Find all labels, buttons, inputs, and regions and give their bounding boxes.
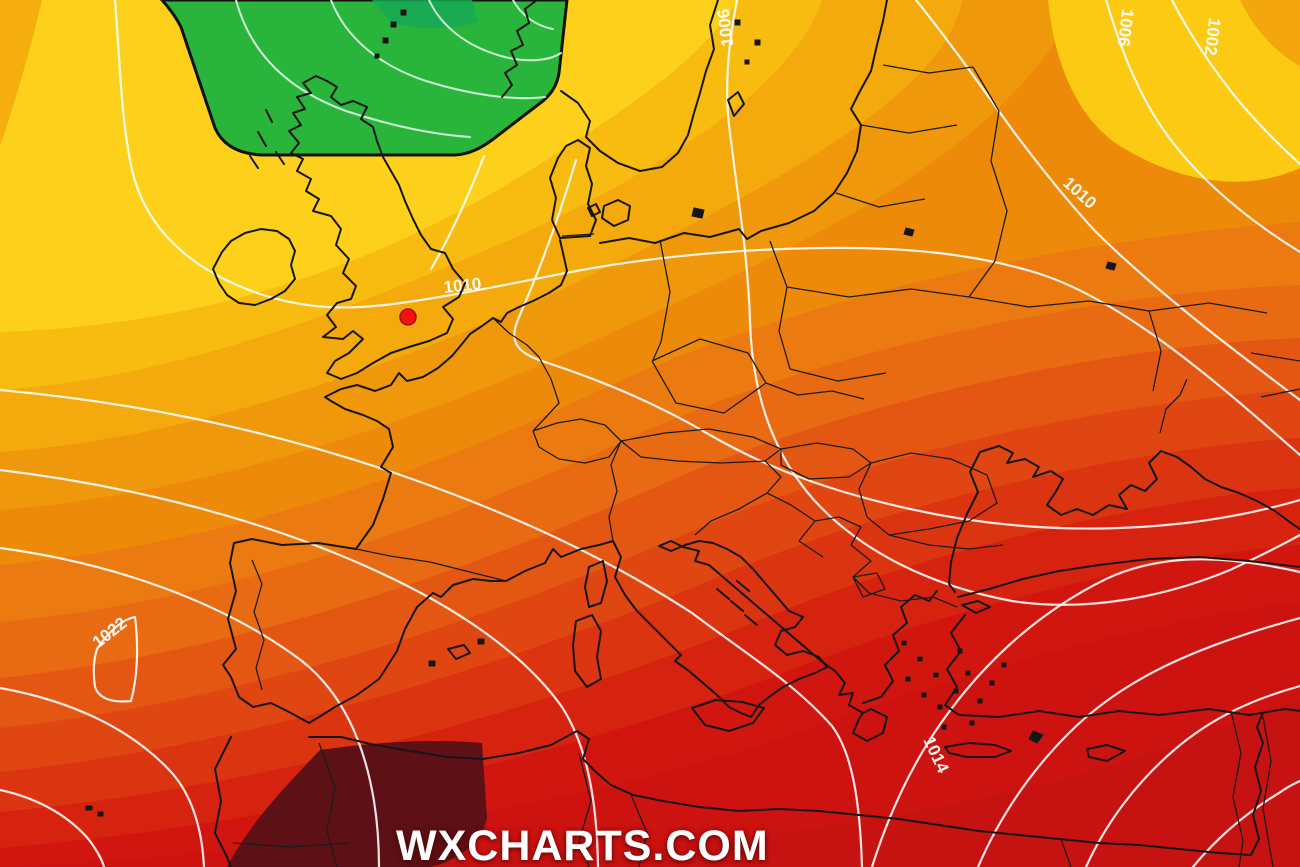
- isobar-label: 1006: [714, 8, 737, 48]
- cold-anomaly-core: [372, 0, 478, 29]
- coastlines: [212, 0, 1300, 867]
- isobar-label: 1002: [1201, 17, 1224, 57]
- isobar-label: 1010: [443, 274, 483, 297]
- small-islands: [85, 9, 1117, 817]
- country-borders: [232, 64, 1300, 867]
- watermark-text: WXCHARTS.COM: [396, 822, 769, 867]
- isobar-label: 1006: [1114, 8, 1137, 48]
- hottest-anomaly-region: [227, 741, 487, 867]
- location-marker-dot: [399, 308, 417, 326]
- cold-anomaly-region: [159, 0, 569, 157]
